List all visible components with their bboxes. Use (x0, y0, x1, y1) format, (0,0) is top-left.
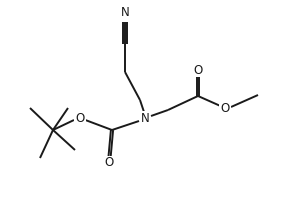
Text: O: O (220, 102, 230, 114)
Text: N: N (141, 111, 149, 124)
Text: O: O (75, 111, 85, 124)
Text: O: O (194, 63, 203, 77)
Text: O: O (104, 157, 114, 170)
Text: N: N (121, 7, 129, 19)
